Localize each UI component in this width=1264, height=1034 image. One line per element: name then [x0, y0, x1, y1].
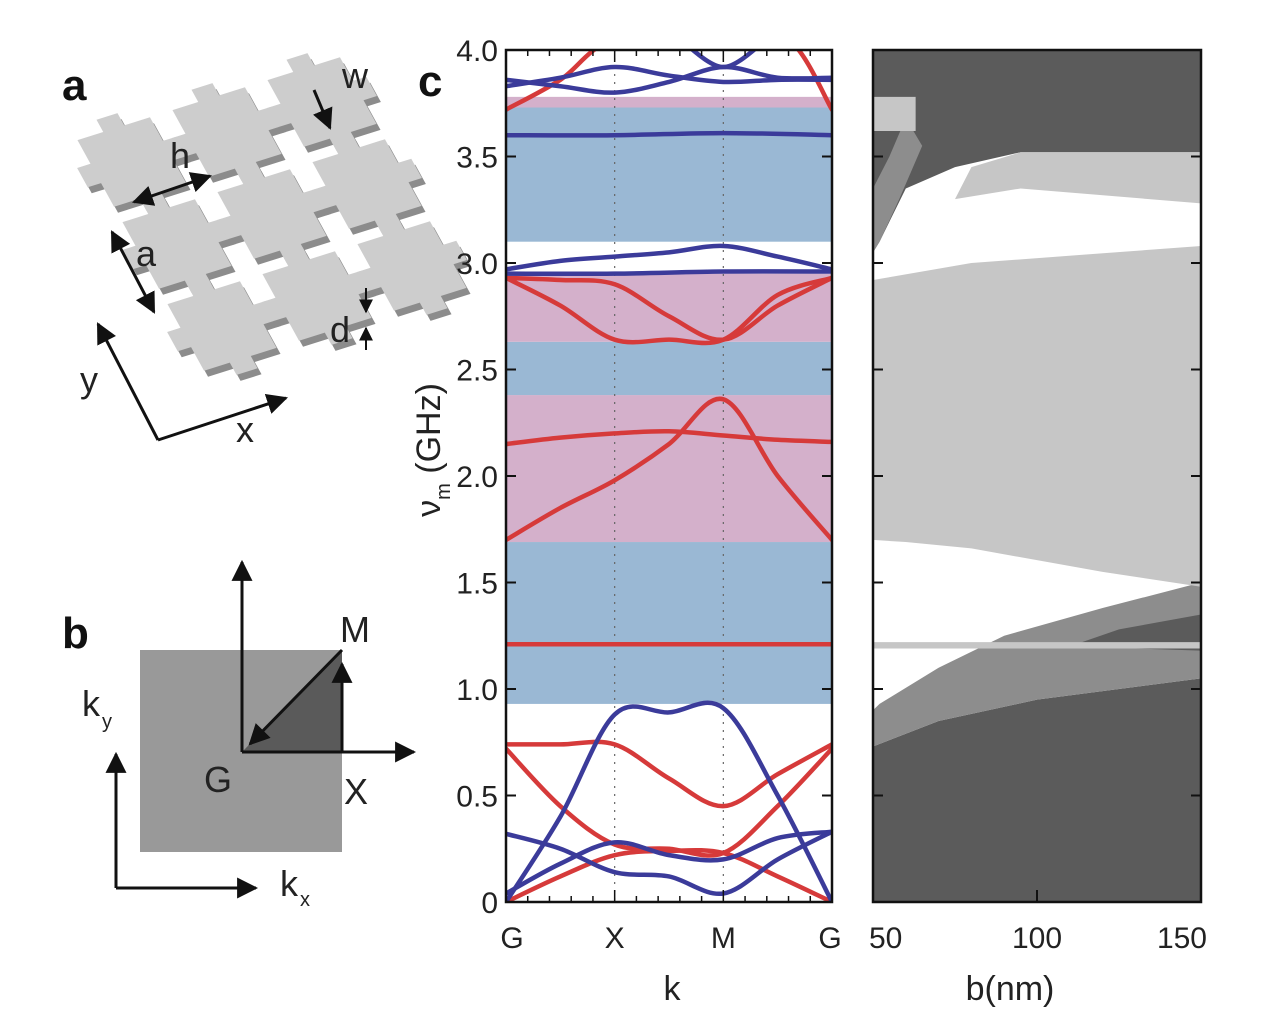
pad: [172, 83, 282, 181]
band-blue-4: [506, 243, 832, 272]
svg-text:k: k: [280, 863, 299, 904]
label-y: y: [80, 359, 98, 400]
y-tick-label-c: 2.5: [456, 355, 498, 388]
dimension-h: h: [132, 135, 212, 206]
y-tick-label-c: 3.0: [456, 248, 498, 281]
x-tick-label-c: G: [500, 922, 523, 955]
panel-label-c: c: [418, 57, 442, 106]
band-gaps: [506, 96, 832, 704]
band-blue-2: [506, 829, 832, 896]
band-blue-6: [506, 130, 832, 138]
tick-marks-d: [872, 49, 1202, 903]
y-tick-label-c: 2.0: [456, 461, 498, 494]
svg-text:y: y: [102, 711, 112, 733]
y-tick-label-c: 4.0: [456, 35, 498, 68]
pink-gap-1: [506, 395, 832, 543]
pad-array: [77, 53, 471, 381]
region-dark-bottom: [873, 678, 1201, 902]
x-tick-label-d: 100: [1012, 922, 1062, 955]
path-M-G: [248, 648, 344, 746]
region-light-main: [873, 245, 1201, 587]
panel-label-a: a: [62, 61, 87, 110]
x-tick-label-d: 150: [1157, 922, 1207, 955]
blue-gap-2: [506, 341, 832, 396]
band-blue-1: [506, 700, 832, 902]
y-tick-label-c: 3.5: [456, 142, 498, 175]
band-curves: [506, 50, 832, 902]
blue-gap-4: [506, 107, 832, 242]
label-ky: k y: [82, 683, 112, 733]
tick-marks-c: [505, 49, 832, 903]
panel-label-b: b: [62, 609, 89, 658]
dimension-a: a: [110, 230, 157, 314]
x-tick-label-c: G: [818, 922, 841, 955]
label-M: M: [340, 609, 370, 650]
region-light-line: [873, 642, 1201, 649]
pad: [167, 277, 277, 375]
blue-gap-0: [506, 542, 832, 704]
k-gridlines: [614, 50, 724, 902]
region-dark-top: [873, 50, 1201, 253]
band-blue-5: [506, 269, 832, 277]
region-mid-top-wedge: [873, 118, 923, 253]
x-tick-labels-d: 50 100 150: [869, 922, 1207, 955]
label-w: w: [341, 55, 369, 96]
x-tick-label-c: M: [711, 922, 736, 955]
dimension-w: w: [312, 55, 369, 130]
region-dark-band: [1069, 614, 1201, 651]
band-blue-8: [506, 64, 832, 95]
pink-gap-3: [506, 273, 832, 342]
x-tick-label-c: X: [605, 922, 625, 955]
label-a: a: [136, 233, 157, 274]
band-red-2: [506, 746, 832, 858]
pink-gap-5: [506, 96, 832, 108]
region-light-small-box: [873, 96, 916, 131]
y-axis-label-c: νm (GHz): [410, 383, 455, 517]
pad: [262, 247, 372, 345]
dimension-d: d: [330, 288, 373, 350]
label-G: G: [204, 759, 232, 800]
y-tick-label-c: 0: [481, 887, 498, 920]
svg-text:x: x: [300, 889, 310, 911]
pad: [312, 135, 422, 233]
pad: [217, 165, 327, 263]
x-axis-label-c: k: [664, 970, 682, 1008]
label-x: x: [236, 409, 254, 450]
pad: [267, 53, 377, 151]
band-blue-3: [506, 829, 832, 896]
band-blue-9: [689, 50, 758, 70]
label-d: d: [330, 309, 350, 350]
x-tick-label-d: 50: [869, 922, 902, 955]
band-red-8: [506, 275, 832, 346]
y-tick-label-c: 0.5: [456, 781, 498, 814]
label-X: X: [344, 771, 368, 812]
band-red-6: [506, 428, 832, 447]
y-tick-labels-c: 0 0.5 1.0 1.5 2.0 2.5 3.0 3.5 4.0: [456, 35, 498, 920]
region-mid-bottom: [873, 582, 1201, 747]
axes-xy: y x: [80, 322, 288, 450]
band-red-5: [506, 396, 832, 543]
label-h: h: [170, 135, 190, 176]
band-red-3: [506, 739, 832, 809]
y-tick-label-c: 1.0: [456, 674, 498, 707]
x-axis-label-d: b(nm): [966, 970, 1055, 1008]
pad: [357, 217, 467, 315]
svg-text:k: k: [82, 683, 101, 724]
region-light-top: [955, 152, 1201, 204]
y-tick-label-c: 1.5: [456, 568, 498, 601]
label-kx: k x: [280, 863, 310, 911]
gap-map-regions: [873, 50, 1201, 902]
band-red-7: [506, 275, 832, 342]
